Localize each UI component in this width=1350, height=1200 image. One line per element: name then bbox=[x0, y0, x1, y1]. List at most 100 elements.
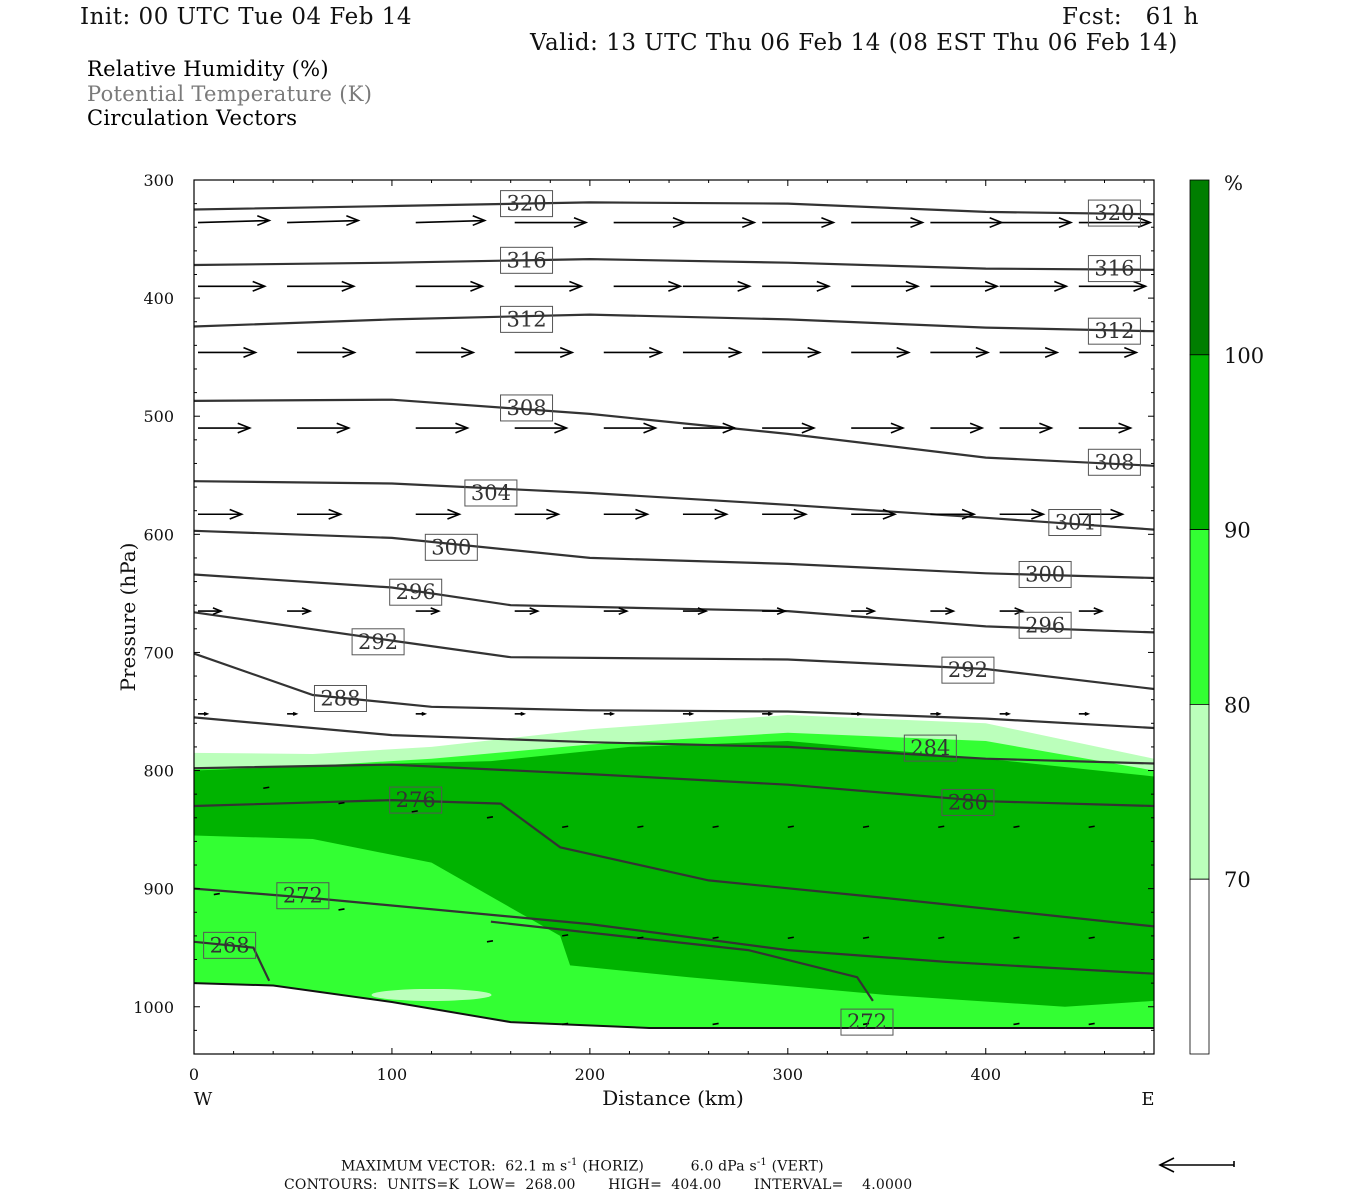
y-tick-label: 800 bbox=[143, 762, 174, 781]
wind-vector bbox=[514, 422, 569, 434]
wind-vector bbox=[682, 346, 743, 358]
theta-label-box bbox=[389, 786, 443, 814]
vector-head bbox=[896, 346, 911, 358]
vector-head bbox=[1093, 607, 1104, 616]
theta-label-group: 304 bbox=[464, 479, 518, 507]
theta-label-group: 304 bbox=[1048, 509, 1102, 537]
wind-vector bbox=[682, 280, 752, 292]
wind-vector bbox=[287, 711, 299, 716]
rh-patch-low bbox=[371, 988, 492, 1001]
theta-label: 304 bbox=[1055, 511, 1095, 535]
vector-field bbox=[197, 214, 1153, 1026]
wind-vector bbox=[603, 607, 629, 616]
theta-label-box bbox=[424, 533, 478, 561]
theta-label-box bbox=[464, 479, 518, 507]
vector-head bbox=[328, 508, 343, 520]
wind-vector bbox=[514, 216, 589, 229]
surface-vector bbox=[862, 936, 870, 940]
theta-label-group: 284 bbox=[903, 734, 957, 762]
forecast-hour: Fcst: 61 h bbox=[1062, 4, 1199, 30]
surface-vector bbox=[562, 934, 569, 937]
vector-head bbox=[767, 711, 774, 716]
vector-head bbox=[688, 711, 695, 716]
vector-head bbox=[229, 508, 244, 520]
theta-label: 308 bbox=[1094, 450, 1134, 474]
max-vector-info: MAXIMUM VECTOR: 62.1 m s-1 (HORIZ) 6.0 d… bbox=[341, 1157, 824, 1175]
wind-vector bbox=[999, 280, 1069, 292]
wind-vector bbox=[296, 346, 357, 358]
vector-head bbox=[741, 216, 757, 229]
wind-vector bbox=[198, 280, 267, 292]
wind-vector bbox=[851, 508, 898, 520]
theta-label-group: 300 bbox=[1018, 560, 1072, 588]
wind-vector bbox=[851, 422, 906, 434]
theta-label-box bbox=[351, 628, 405, 656]
vector-head bbox=[1118, 422, 1133, 434]
theta-label: 284 bbox=[910, 736, 950, 760]
theta-contour-280 bbox=[194, 763, 1154, 808]
wind-vector bbox=[1078, 280, 1148, 292]
y-axis-title: Pressure (hPa) bbox=[116, 543, 140, 692]
theta-label: 320 bbox=[1094, 201, 1134, 225]
vector-head bbox=[569, 280, 584, 292]
wind-vector bbox=[682, 607, 709, 616]
vector-head bbox=[728, 346, 743, 358]
theta-label: 268 bbox=[210, 933, 250, 957]
theta-label: 288 bbox=[320, 686, 360, 710]
legend-theta: Potential Temperature (K) bbox=[87, 82, 373, 106]
x-tick-label: 0 bbox=[189, 1065, 199, 1084]
wind-vector bbox=[851, 280, 921, 292]
vector-head bbox=[336, 422, 351, 434]
vector-head bbox=[648, 346, 664, 358]
theta-label-box bbox=[840, 1008, 894, 1036]
theta-contour-288 bbox=[194, 652, 1154, 730]
wind-vector bbox=[603, 508, 650, 520]
colorbar-level-label: 100 bbox=[1224, 344, 1264, 368]
vector-head bbox=[1039, 422, 1054, 434]
surface-vector bbox=[712, 936, 719, 940]
vector-head bbox=[975, 346, 991, 358]
colorbar-unit: % bbox=[1224, 171, 1243, 195]
wind-vector bbox=[415, 508, 462, 520]
terrain-mask bbox=[194, 983, 1154, 1054]
surface-vector bbox=[486, 940, 494, 943]
theta-label: 300 bbox=[431, 535, 471, 559]
wind-vector bbox=[762, 216, 836, 229]
vector-head bbox=[573, 216, 589, 229]
theta-label-box bbox=[941, 788, 995, 816]
max-vector-horiz: 62.1 m s bbox=[505, 1158, 568, 1175]
theta-label-box bbox=[1087, 448, 1141, 476]
vector-head bbox=[1054, 280, 1069, 292]
y-tick-label: 500 bbox=[143, 407, 174, 426]
theta-label-box bbox=[1087, 317, 1141, 345]
theta-label-box bbox=[276, 882, 330, 910]
x-tick-label: 400 bbox=[970, 1065, 1001, 1084]
surface-vector bbox=[562, 1022, 569, 1026]
theta-label-group: 292 bbox=[351, 628, 405, 656]
vector-head bbox=[346, 214, 361, 227]
wind-vector bbox=[762, 711, 774, 716]
wind-vector bbox=[296, 422, 351, 434]
theta-label-group: 300 bbox=[424, 533, 478, 561]
theta-label: 296 bbox=[396, 580, 436, 604]
theta-label-group: 268 bbox=[203, 931, 257, 959]
vector-shaft bbox=[287, 219, 359, 224]
vector-head bbox=[559, 346, 575, 358]
surface-vector bbox=[938, 936, 945, 940]
wind-vector bbox=[1078, 346, 1139, 358]
colorbar-level-label: 90 bbox=[1224, 519, 1251, 543]
vector-head bbox=[697, 607, 709, 616]
wind-vector bbox=[287, 607, 313, 616]
vector-head bbox=[460, 346, 476, 358]
x-tick-label: 100 bbox=[377, 1065, 408, 1084]
vector-head bbox=[212, 607, 224, 616]
wind-vector bbox=[415, 214, 487, 227]
wind-vector bbox=[287, 214, 361, 227]
wind-vector bbox=[198, 711, 210, 716]
vector-head bbox=[882, 508, 898, 520]
theta-label-group: 272 bbox=[276, 882, 330, 910]
theta-contour-308 bbox=[194, 398, 1154, 467]
vector-head bbox=[643, 422, 658, 434]
vector-head bbox=[776, 607, 788, 616]
